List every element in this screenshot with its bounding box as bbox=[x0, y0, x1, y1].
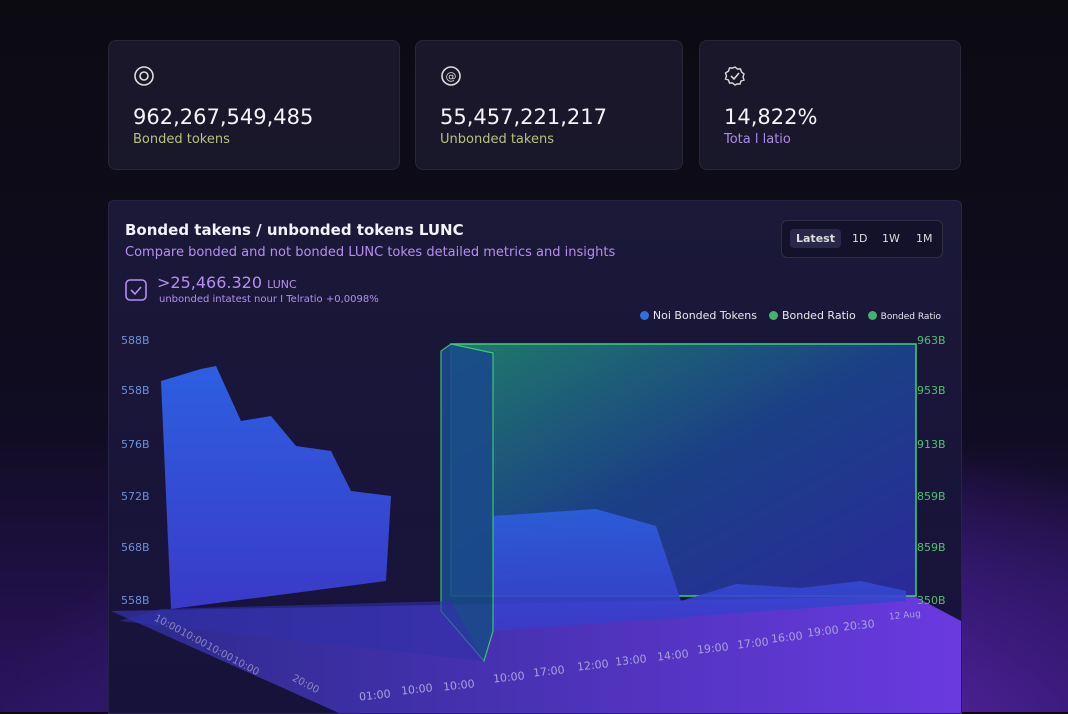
card-value: 14,822% bbox=[724, 105, 818, 129]
range-button[interactable]: 1D bbox=[852, 232, 868, 245]
chart-drawing bbox=[111, 343, 961, 713]
legend-label: Bonded Ratio bbox=[781, 309, 856, 322]
right-axis-label: 953B bbox=[917, 384, 946, 397]
legend-item: Bonded Ratio bbox=[768, 309, 856, 322]
card-value: 962,267,549,485 bbox=[133, 105, 314, 129]
left-axis-label: 576B bbox=[121, 438, 150, 451]
legend: Noi Bonded Tokens Bonded Ratio Bonded Rati… bbox=[628, 309, 941, 322]
left-axis-label: 588B bbox=[121, 334, 150, 347]
range-button[interactable]: 1W bbox=[882, 232, 900, 245]
right-axis-label: 350B bbox=[917, 594, 946, 607]
area bbox=[493, 509, 906, 631]
right-axis-label: 859B bbox=[917, 541, 946, 554]
icon bbox=[134, 66, 154, 86]
stat-value: >25,466.320 LUNC bbox=[157, 273, 297, 292]
stat-unit: LUNC bbox=[267, 278, 297, 291]
left-axis-label: 568B bbox=[121, 541, 150, 554]
range-button[interactable]: 1M bbox=[916, 232, 933, 245]
card: 14,822% Tota l latio bbox=[699, 40, 961, 170]
card-label: Tota l latio bbox=[724, 132, 791, 147]
left-axis-label: 572B bbox=[121, 490, 150, 503]
legend-dot bbox=[768, 311, 778, 320]
range-button[interactable]: Latest bbox=[790, 229, 841, 248]
area bbox=[161, 366, 391, 609]
legend-label: Noi Bonded Tokens bbox=[652, 309, 757, 322]
icon: @ bbox=[441, 66, 461, 86]
left-axis-label: 558B bbox=[121, 594, 150, 607]
range-selector: Latest 1D 1W 1M bbox=[781, 220, 943, 258]
card: 962,267,549,485 Bonded tokens bbox=[108, 40, 400, 170]
chart-subtitle: Compare bonded and not bonded LUNC tokes… bbox=[125, 245, 616, 260]
chart-title: Bonded takens / unbonded tokens LUNC bbox=[125, 221, 464, 239]
legend-dot bbox=[639, 311, 649, 320]
legend-dot bbox=[867, 311, 877, 320]
legend-label: Bonded Ratio bbox=[880, 312, 941, 322]
chart-panel: Bonded takens / unbonded tokens LUNC Com… bbox=[108, 200, 962, 714]
svg-text:@: @ bbox=[446, 70, 457, 83]
card: @ 55,457,221,217 Unbonded takens bbox=[415, 40, 683, 170]
stat-note: unbonded intatest nour I Telratio +0,009… bbox=[159, 294, 379, 305]
legend-item: Bonded Ratio bbox=[867, 311, 941, 322]
right-axis-label: 913B bbox=[917, 438, 946, 451]
icon bbox=[724, 66, 745, 86]
card-label: Bonded tokens bbox=[133, 132, 230, 147]
right-axis-label: 859B bbox=[917, 490, 946, 503]
left-axis-label: 558B bbox=[121, 384, 150, 397]
floor-shade bbox=[119, 601, 484, 661]
card-value: 55,457,221,217 bbox=[440, 105, 607, 129]
card-label: Unbonded takens bbox=[440, 132, 554, 147]
right-axis-label: 963B bbox=[917, 334, 946, 347]
check-icon bbox=[125, 279, 147, 301]
stat-number: >25,466.320 bbox=[157, 273, 263, 292]
legend-item: Noi Bonded Tokens bbox=[639, 309, 757, 322]
